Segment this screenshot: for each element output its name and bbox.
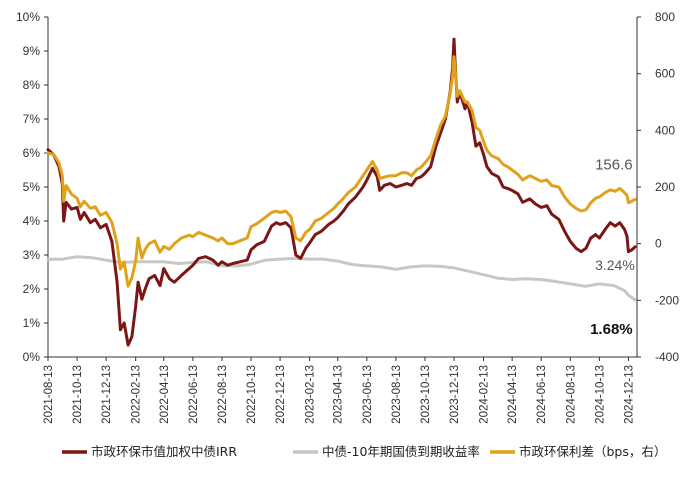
x-tick-label: 2022-06-13 (188, 365, 200, 424)
x-tick-label: 2022-10-13 (246, 365, 258, 424)
left-tick-label: 0% (23, 350, 41, 364)
x-tick-label: 2023-12-13 (449, 365, 461, 424)
x-tick-label: 2022-02-13 (131, 365, 143, 424)
x-tick-label: 2023-10-13 (420, 365, 432, 424)
legend-label-1: 中债-10年期国债到期收益率 (322, 444, 480, 459)
x-tick-label: 2024-06-13 (536, 365, 548, 424)
x-tick-label: 2024-08-13 (565, 365, 577, 424)
x-tick-label: 2024-04-13 (507, 365, 519, 424)
right-tick-label: 400 (655, 123, 675, 137)
x-tick-label: 2023-06-13 (362, 365, 374, 424)
x-tick-label: 2024-12-13 (623, 365, 635, 424)
x-tick-label: 2022-08-13 (217, 365, 229, 424)
right-tick-label: -200 (655, 293, 679, 307)
x-tick-label: 2024-10-13 (594, 365, 606, 424)
right-tick-label: 800 (655, 10, 675, 24)
left-tick-label: 2% (23, 282, 41, 296)
x-tick-label: 2021-08-13 (43, 365, 55, 424)
right-tick-label: 600 (655, 67, 675, 81)
series-line-1 (46, 255, 637, 302)
right-tick-label: -400 (655, 350, 679, 364)
annotations-group: 156.6 3.24% 1.68% (590, 156, 635, 338)
legend-label-0: 市政环保市值加权中债IRR (91, 444, 237, 459)
x-tick-label: 2021-12-13 (101, 365, 113, 424)
legend-label-2: 市政环保利差（bps，右） (519, 444, 666, 459)
right-tick-label: 200 (655, 180, 675, 194)
x-tick-label: 2023-08-13 (391, 365, 403, 424)
left-tick-label: 8% (23, 78, 41, 92)
left-tick-label: 3% (23, 248, 41, 262)
series-group (46, 37, 637, 347)
left-tick-label: 10% (16, 10, 40, 24)
annotation-label: 1.68% (590, 321, 633, 338)
x-tick-label: 2022-04-13 (159, 365, 171, 424)
annotation-label: 156.6 (595, 156, 633, 173)
x-tick-label: 2022-12-13 (275, 365, 287, 424)
right-tick-label: 0 (655, 237, 662, 251)
left-tick-label: 9% (23, 44, 41, 58)
left-tick-label: 6% (23, 146, 41, 160)
x-tick-label: 2023-02-13 (305, 365, 317, 424)
legend: 市政环保市值加权中债IRR 中债-10年期国债到期收益率 市政环保利差（bps，右） (62, 444, 666, 459)
left-tick-label: 5% (23, 180, 41, 194)
left-tick-label: 4% (23, 214, 41, 228)
left-tick-label: 7% (23, 112, 41, 126)
x-tick-label: 2023-04-13 (333, 365, 345, 424)
left-tick-label: 1% (23, 316, 41, 330)
annotation-label: 3.24% (595, 257, 635, 273)
x-tick-label: 2021-10-13 (72, 365, 84, 424)
series-line-2 (46, 55, 637, 288)
axes-group: 0% 1% 2% 3% 4% 5% 6% 7% 8% 9% 10% -400 -200 0 200 400 60… (16, 10, 679, 424)
x-tick-label: 2024-02-13 (479, 365, 491, 424)
series-line-0 (46, 37, 637, 347)
